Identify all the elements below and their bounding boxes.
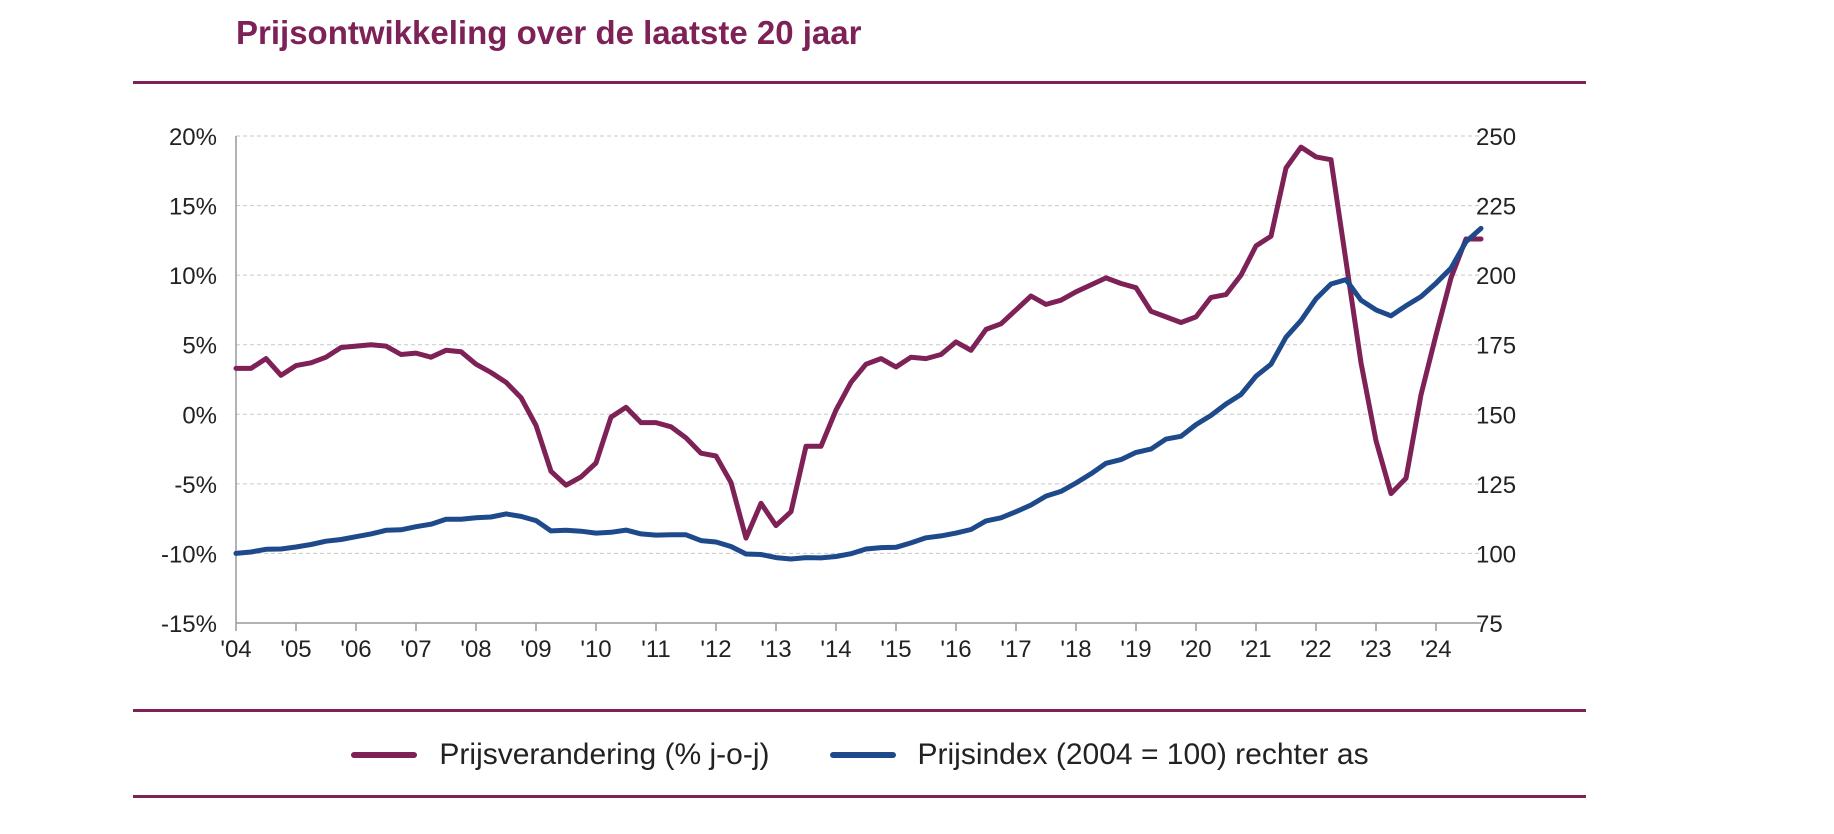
series-line-price-change — [233, 144, 1484, 541]
x-tick-label: '15 — [880, 636, 911, 663]
bottom-divider — [133, 795, 1586, 798]
y-left-tick-label: 15% — [169, 194, 217, 221]
top-divider — [133, 81, 1586, 84]
x-tick-label: '07 — [400, 636, 431, 663]
x-tick-label: '20 — [1180, 636, 1211, 663]
x-tick-label: '17 — [1000, 636, 1031, 663]
x-tick-label: '12 — [700, 636, 731, 663]
y-left-tick-label: -10% — [161, 541, 217, 568]
y-left-tick-label: 5% — [182, 333, 217, 360]
y-right-tick-label: 225 — [1476, 194, 1516, 221]
x-tick-label: '09 — [520, 636, 551, 663]
y-right-tick-label: 200 — [1476, 263, 1516, 290]
y-left-tick-label: 20% — [169, 124, 217, 151]
legend-swatch-price-index — [829, 752, 896, 758]
x-tick-label: '11 — [641, 636, 671, 663]
x-tick-label: '21 — [1240, 636, 1271, 663]
y-right-tick-label: 150 — [1476, 402, 1516, 429]
x-tick-label: '04 — [220, 636, 251, 663]
x-tick-label: '08 — [460, 636, 491, 663]
y-right-tick-label: 100 — [1476, 541, 1516, 568]
legend-label-price-index: Prijsindex (2004 = 100) rechter as — [917, 738, 1369, 771]
y-right-tick-label: 125 — [1476, 472, 1516, 499]
chart-title: Prijsontwikkeling over de laatste 20 jaa… — [236, 14, 862, 51]
x-tick-label: '10 — [580, 636, 611, 663]
chart: -15% 75 -10% 100 -5% 125 0% 150 5% 175 10% 200 15% 22… — [161, 124, 1516, 663]
legend-item-price-index: Prijsindex (2004 = 100) rechter as — [829, 738, 1369, 772]
x-tick-label: '23 — [1360, 636, 1391, 663]
x-tick-label: '05 — [280, 636, 311, 663]
legend-label-price-change: Prijsverandering (% j-o-j) — [439, 738, 770, 771]
x-tick-label: '13 — [760, 636, 791, 663]
legend-item-price-change: Prijsverandering (% j-o-j) — [351, 738, 770, 772]
y-left-tick-label: 10% — [169, 263, 217, 290]
y-left-tick-label: -15% — [161, 611, 217, 638]
x-tick-label: '18 — [1060, 636, 1091, 663]
y-right-tick-label: 75 — [1476, 611, 1503, 638]
x-tick-label: '19 — [1120, 636, 1151, 663]
x-tick-label: '16 — [940, 636, 971, 663]
x-tick-label: '22 — [1300, 636, 1331, 663]
y-left-tick-label: 0% — [182, 402, 217, 429]
y-right-tick-label: 175 — [1476, 333, 1516, 360]
y-right-tick-label: 250 — [1476, 124, 1516, 151]
legend-top-divider — [133, 709, 1586, 712]
series-line-price-index — [233, 225, 1484, 562]
x-tick-label: '06 — [340, 636, 371, 663]
x-tick-label: '24 — [1420, 636, 1451, 663]
legend-swatch-price-change — [351, 752, 418, 758]
x-tick-label: '14 — [820, 636, 851, 663]
y-left-tick-label: -5% — [174, 472, 217, 499]
legend: Prijsverandering (% j-o-j) Prijsindex (2… — [0, 733, 1720, 777]
